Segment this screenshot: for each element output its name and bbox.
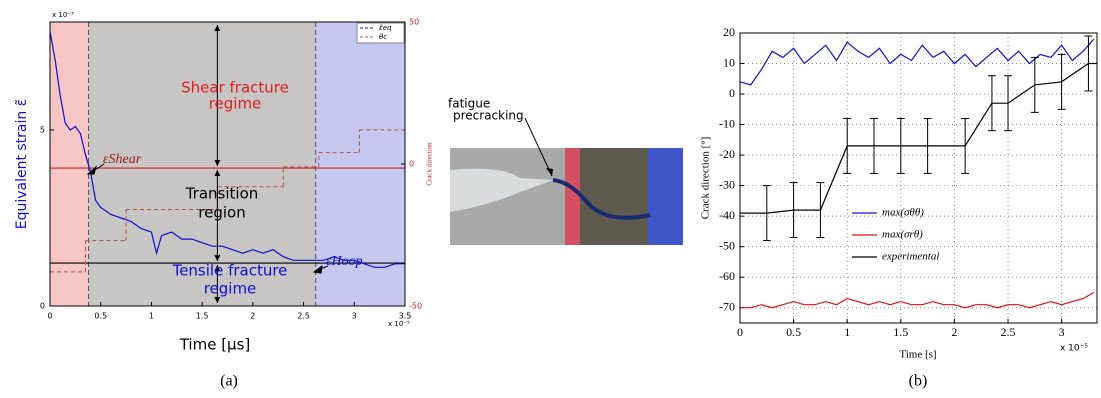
- x-tick-label: 3: [352, 312, 357, 321]
- y-multiplier: x 10⁻³: [52, 11, 74, 19]
- y-axis-label: Equivalent strain ε̃: [14, 99, 30, 230]
- y-tick-label: -70: [719, 299, 735, 313]
- arrowhead: [214, 255, 221, 262]
- photo: fatigue precracking: [448, 97, 683, 245]
- annotation: Tensile fracture: [172, 262, 288, 280]
- annotation: εHoop: [326, 254, 363, 269]
- photo-crack: [552, 178, 651, 220]
- arrowhead: [214, 25, 221, 31]
- plot-frame: [739, 32, 1098, 324]
- y-tick-label: -20: [719, 147, 735, 161]
- y-tick-label: 0: [729, 86, 735, 100]
- annotation: regime: [209, 95, 262, 113]
- photo-notch: [450, 168, 553, 212]
- legend-label: ε̃eq: [379, 24, 392, 32]
- photo-label: fatigue: [448, 97, 490, 111]
- x-tick-label: 0.5: [94, 312, 107, 321]
- x-axis-label: Time [s]: [899, 349, 936, 361]
- y-tick-label: 20: [723, 25, 735, 39]
- x-tick-label: 1.5: [893, 325, 908, 339]
- y2-axis-label: Crack direction: [426, 142, 434, 186]
- legend-box: [356, 22, 405, 44]
- x-tick-label: 3.5: [399, 312, 412, 321]
- y-tick-label: -30: [719, 177, 735, 191]
- legend-label: max(σθθ): [882, 207, 924, 219]
- photo-red-band: [565, 148, 580, 245]
- photo-label: precracking: [453, 109, 524, 123]
- x-tick-label: 2: [250, 312, 255, 321]
- region: [88, 22, 316, 306]
- arrowhead: [214, 170, 221, 177]
- pointer: [86, 163, 105, 175]
- x-tick-label: 1: [149, 312, 154, 321]
- caption: (a): [220, 373, 238, 390]
- x-tick-label: 0: [47, 312, 52, 321]
- legend-label: experimental: [882, 251, 939, 263]
- y2-tick-label: 50: [409, 18, 419, 27]
- annotation: region: [198, 204, 245, 222]
- y-tick-label: 10: [723, 55, 735, 69]
- region: [315, 22, 405, 306]
- x-tick-label: 3: [1059, 325, 1065, 339]
- x-multiplier: x 10⁻⁵: [388, 320, 410, 328]
- y2-tick-label: -50: [409, 302, 422, 311]
- y-tick-label: -40: [719, 208, 735, 222]
- arrowhead: [214, 160, 221, 167]
- photo-plate: [580, 148, 648, 245]
- caption: (b): [909, 373, 928, 390]
- plot-area: [740, 33, 1097, 323]
- legend-label: θc: [379, 33, 387, 41]
- x-tick-label: 2.5: [1001, 325, 1016, 339]
- x-tick-label: 2: [951, 325, 957, 339]
- y-tick-label: 5: [40, 126, 45, 135]
- y-tick-label: -60: [719, 269, 735, 283]
- pointer: [312, 264, 329, 274]
- plot-frame: [49, 21, 406, 307]
- y2-tick-label: 0: [409, 160, 414, 169]
- x-tick-label: 1: [844, 325, 850, 339]
- annotation: Shear fracture: [181, 79, 289, 97]
- x-tick-label: 2.5: [297, 312, 310, 321]
- x-tick-label: 0: [737, 325, 743, 339]
- annotation: εShear: [103, 152, 142, 167]
- line-series: [49, 31, 405, 268]
- photo-arrowhead: [546, 168, 553, 176]
- annotation: regime: [204, 280, 257, 298]
- annotation: Transition: [185, 185, 259, 203]
- y-tick-label: -50: [719, 238, 735, 252]
- y-tick-label: -10: [719, 116, 735, 130]
- x-axis-label: Time [μs]: [179, 336, 251, 354]
- line-series: [740, 291, 1095, 309]
- photo-blue-band: [648, 148, 683, 245]
- x-tick-label: 0.5: [786, 325, 801, 339]
- y-axis-label: Crack direction [°]: [700, 137, 712, 220]
- photo-arrow: [524, 117, 553, 177]
- x-multiplier: x 10⁻⁵: [1060, 344, 1088, 354]
- arrowhead: [214, 297, 221, 303]
- arrowhead: [214, 265, 221, 272]
- y-tick-label: 0: [40, 302, 45, 311]
- legend-label: max(σrθ): [882, 229, 923, 241]
- x-tick-label: 1.5: [196, 312, 209, 321]
